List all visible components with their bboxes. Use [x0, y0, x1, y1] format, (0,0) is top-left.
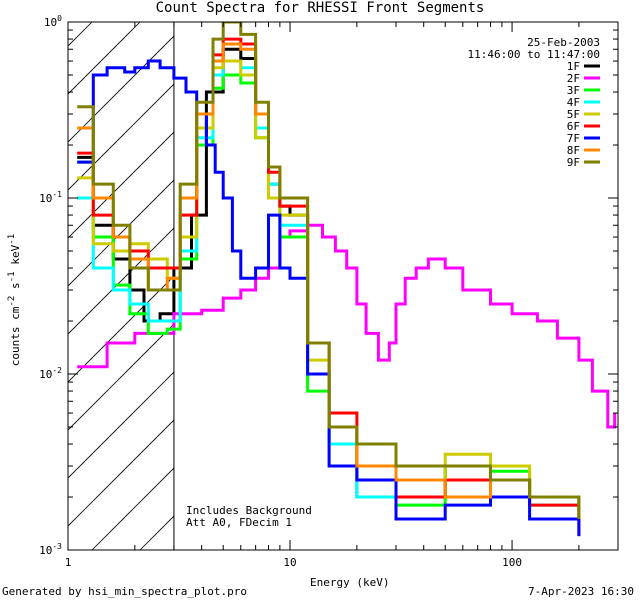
- observation-date: 25-Feb-2003: [527, 36, 600, 49]
- y-axis-label: counts cm-2 s-1 keV-1: [6, 233, 22, 367]
- legend-label-1F: 1F: [567, 60, 580, 73]
- y-tick-label: 10-3: [39, 542, 62, 557]
- series-line-9F: [77, 22, 581, 519]
- series-line-2F: [77, 223, 617, 429]
- hatched-region: [68, 22, 174, 550]
- y-tick-label: 10-1: [39, 190, 62, 205]
- time-range: 11:46:00 to 11:47:00: [467, 48, 600, 61]
- y-tick-label: 10-2: [39, 366, 62, 381]
- legend-label-4F: 4F: [567, 96, 580, 109]
- legend-label-6F: 6F: [567, 120, 580, 133]
- legend-label-7F: 7F: [567, 132, 580, 145]
- legend-label-8F: 8F: [567, 144, 580, 157]
- plot-frame: [67, 21, 619, 551]
- x-tick-label: 10: [283, 556, 296, 569]
- legend-label-3F: 3F: [567, 84, 580, 97]
- legend-label-2F: 2F: [567, 72, 580, 85]
- footer-timestamp: 7-Apr-2023 16:30: [528, 585, 634, 598]
- note-attenuator: Att A0, FDecim 1: [186, 516, 292, 529]
- legend-label-5F: 5F: [567, 108, 580, 121]
- note-background: Includes Background: [186, 504, 312, 517]
- x-axis-label: Energy (keV): [310, 576, 390, 589]
- x-tick-label: 1: [65, 556, 72, 569]
- chart-title: Count Spectra for RHESSI Front Segments: [155, 0, 485, 16]
- footer-generator: Generated by hsi_min_spectra_plot.pro: [2, 585, 248, 598]
- series-line-7F: [77, 59, 581, 537]
- y-tick-label: 100: [44, 14, 62, 29]
- legend-label-9F: 9F: [567, 156, 580, 169]
- x-tick-label: 100: [502, 556, 522, 569]
